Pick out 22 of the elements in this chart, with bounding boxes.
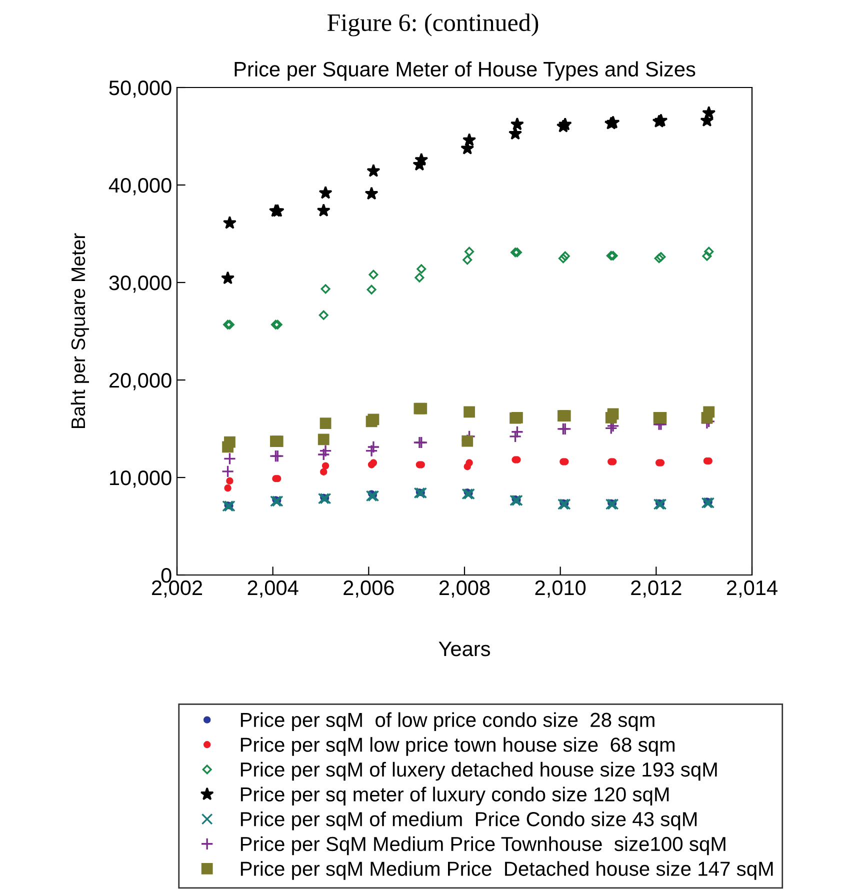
legend-label: Price per sqM low price town house size 68 sqm — [240, 737, 675, 756]
y-axis-title: Baht per Square Meter — [70, 233, 89, 428]
x-tick-label: 2,014 — [726, 580, 778, 598]
y-tick-label: 50,000 — [109, 80, 172, 98]
x-tick-label: 2,006 — [344, 580, 394, 598]
y-tick-label: 30,000 — [109, 276, 172, 293]
x-tick-label: 2,012 — [631, 580, 682, 598]
chart-title: Figure 6: (continued) — [327, 14, 538, 36]
legend-label: Price per sqM Medium Price Detached house size 147 sqM — [240, 861, 773, 880]
legend-label: Price per sqM of medium Price Condo size 43 sqM — [240, 812, 697, 830]
chart-subtitle: Price per Square Meter of House Types and Sizes — [234, 61, 696, 81]
y-tick-label: 40,000 — [108, 178, 172, 196]
x-axis-title: Years — [438, 642, 490, 656]
legend-label: Price per SqM Medium Price Townhouse size100 sqM — [240, 836, 726, 856]
legend-label: Price per sqM of low price condo size 28 sqm — [240, 712, 654, 732]
x-tick-label: 2,008 — [439, 580, 490, 598]
x-tick-label: 2,010 — [535, 580, 586, 598]
y-tick-label: 10,000 — [110, 470, 172, 488]
legend-label: Price per sqM of luxery detached house size 193 sqM — [240, 762, 717, 781]
x-tick-label: 2,004 — [248, 580, 298, 598]
legend-label: Price per sq meter of luxury condo size 120 sqM — [240, 786, 669, 806]
y-tick-label: 20,000 — [109, 373, 172, 390]
